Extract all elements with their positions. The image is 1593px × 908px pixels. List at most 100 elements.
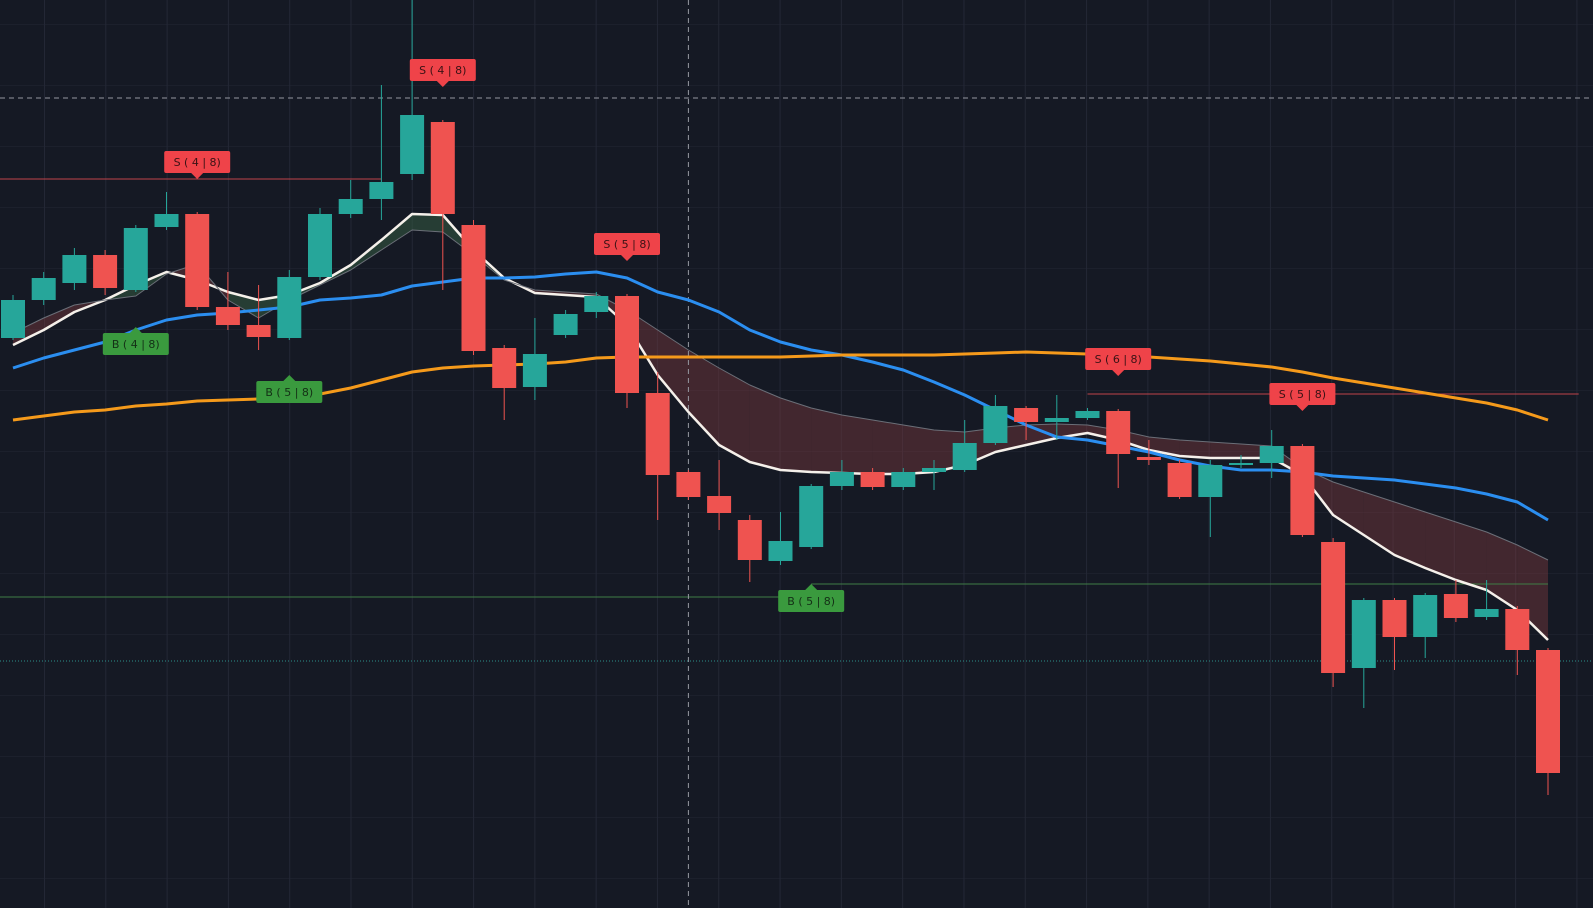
signal-text: B ( 4 | 8) [112, 338, 160, 351]
candle-body [1259, 446, 1284, 463]
candle-body [615, 296, 639, 393]
signal-pointer [1296, 405, 1309, 411]
candle-body [1321, 542, 1346, 673]
band-fill [780, 398, 812, 472]
candle-body [154, 214, 179, 227]
candle-body [522, 354, 547, 387]
candle-body [1443, 594, 1468, 618]
candle-body [553, 314, 578, 335]
candle-body [860, 472, 885, 487]
candle-body [369, 182, 394, 199]
candle-body [1198, 465, 1223, 497]
candle-body [1136, 457, 1161, 460]
candle-body [584, 296, 609, 312]
candle-body [768, 541, 793, 561]
signal-pointer [129, 327, 142, 333]
candle-body [1075, 411, 1100, 418]
signal-box [102, 333, 169, 355]
candle-body [1351, 600, 1376, 668]
signal-label: S ( 4 | 8) [409, 59, 476, 87]
candle-body [1229, 463, 1253, 465]
candle-body [430, 122, 455, 214]
signal-pointer [805, 584, 818, 590]
signal-label: S ( 4 | 8) [164, 151, 231, 179]
candle-body [400, 115, 425, 174]
signal-text: B ( 5 | 8) [787, 595, 835, 608]
band-fill [903, 425, 934, 474]
band-fill [872, 420, 904, 474]
candle-body [1382, 600, 1407, 637]
candle-body [31, 278, 56, 300]
candle-body [308, 214, 332, 277]
candle-body [461, 225, 486, 351]
signal-label: S ( 5 | 8) [1269, 383, 1336, 411]
candle-body [123, 228, 148, 290]
band-fill [688, 350, 720, 445]
candle-body [1167, 463, 1192, 497]
candle-body [1106, 411, 1131, 454]
signal-text: S ( 5 | 8) [603, 238, 650, 251]
candle-body [676, 472, 701, 497]
band-fill [1179, 440, 1211, 458]
candle-body [338, 199, 363, 214]
band-fill [1210, 442, 1241, 458]
candle-body [891, 472, 916, 487]
band-fill [381, 214, 413, 250]
candle-body [1014, 408, 1039, 422]
signal-label: S ( 5 | 8) [594, 233, 660, 261]
candle-body [952, 443, 977, 470]
candle-body [737, 520, 762, 560]
band-fill [43, 305, 75, 330]
candle-body [277, 277, 302, 338]
signal-label: B ( 4 | 8) [102, 327, 169, 355]
signal-text: S ( 5 | 8) [1279, 388, 1326, 401]
candle-body [492, 348, 517, 388]
band-fill [811, 408, 842, 473]
candle-body [1044, 418, 1069, 422]
band-fill [1455, 522, 1487, 590]
candle-body [1536, 650, 1560, 773]
band-fill [1056, 424, 1088, 438]
candle-body [1290, 446, 1315, 535]
candle-body [922, 468, 946, 472]
signal-box [594, 233, 660, 255]
candle-body [246, 325, 271, 337]
band-fill [1394, 502, 1426, 568]
candle-body [1, 300, 25, 338]
signal-label: S ( 6 | 8) [1085, 348, 1152, 376]
signal-pointer [191, 173, 204, 179]
signal-box [164, 151, 231, 173]
signal-text: S ( 4 | 8) [419, 64, 466, 77]
band-fill [1333, 482, 1364, 535]
band-fill [13, 318, 44, 345]
signal-text: S ( 4 | 8) [174, 156, 221, 169]
candle-body [799, 486, 824, 547]
signal-pointer [283, 375, 296, 381]
candle-body [185, 214, 210, 307]
signal-text: B ( 5 | 8) [265, 386, 313, 399]
signal-label: B ( 5 | 8) [256, 375, 323, 403]
signal-box [256, 381, 323, 403]
candle-body [93, 255, 118, 288]
band-fill [749, 385, 781, 470]
signal-box [1269, 383, 1336, 405]
candle-body [983, 406, 1008, 443]
signal-pointer [1112, 370, 1125, 376]
band-fill [719, 368, 750, 462]
band-fill [841, 415, 873, 474]
candle-body [707, 496, 732, 513]
signal-box [409, 59, 476, 81]
band-fill [657, 330, 689, 412]
band-fill [1486, 532, 1518, 610]
signal-box [778, 590, 845, 612]
candle-body [62, 255, 87, 283]
signal-box [1085, 348, 1152, 370]
candle-body [1474, 609, 1499, 617]
signal-pointer [621, 255, 633, 261]
candle-body [1505, 609, 1530, 650]
signal-pointer [436, 81, 449, 87]
band-fill [1425, 512, 1456, 580]
signal-label: B ( 5 | 8) [778, 584, 845, 612]
candle-body [829, 472, 854, 486]
